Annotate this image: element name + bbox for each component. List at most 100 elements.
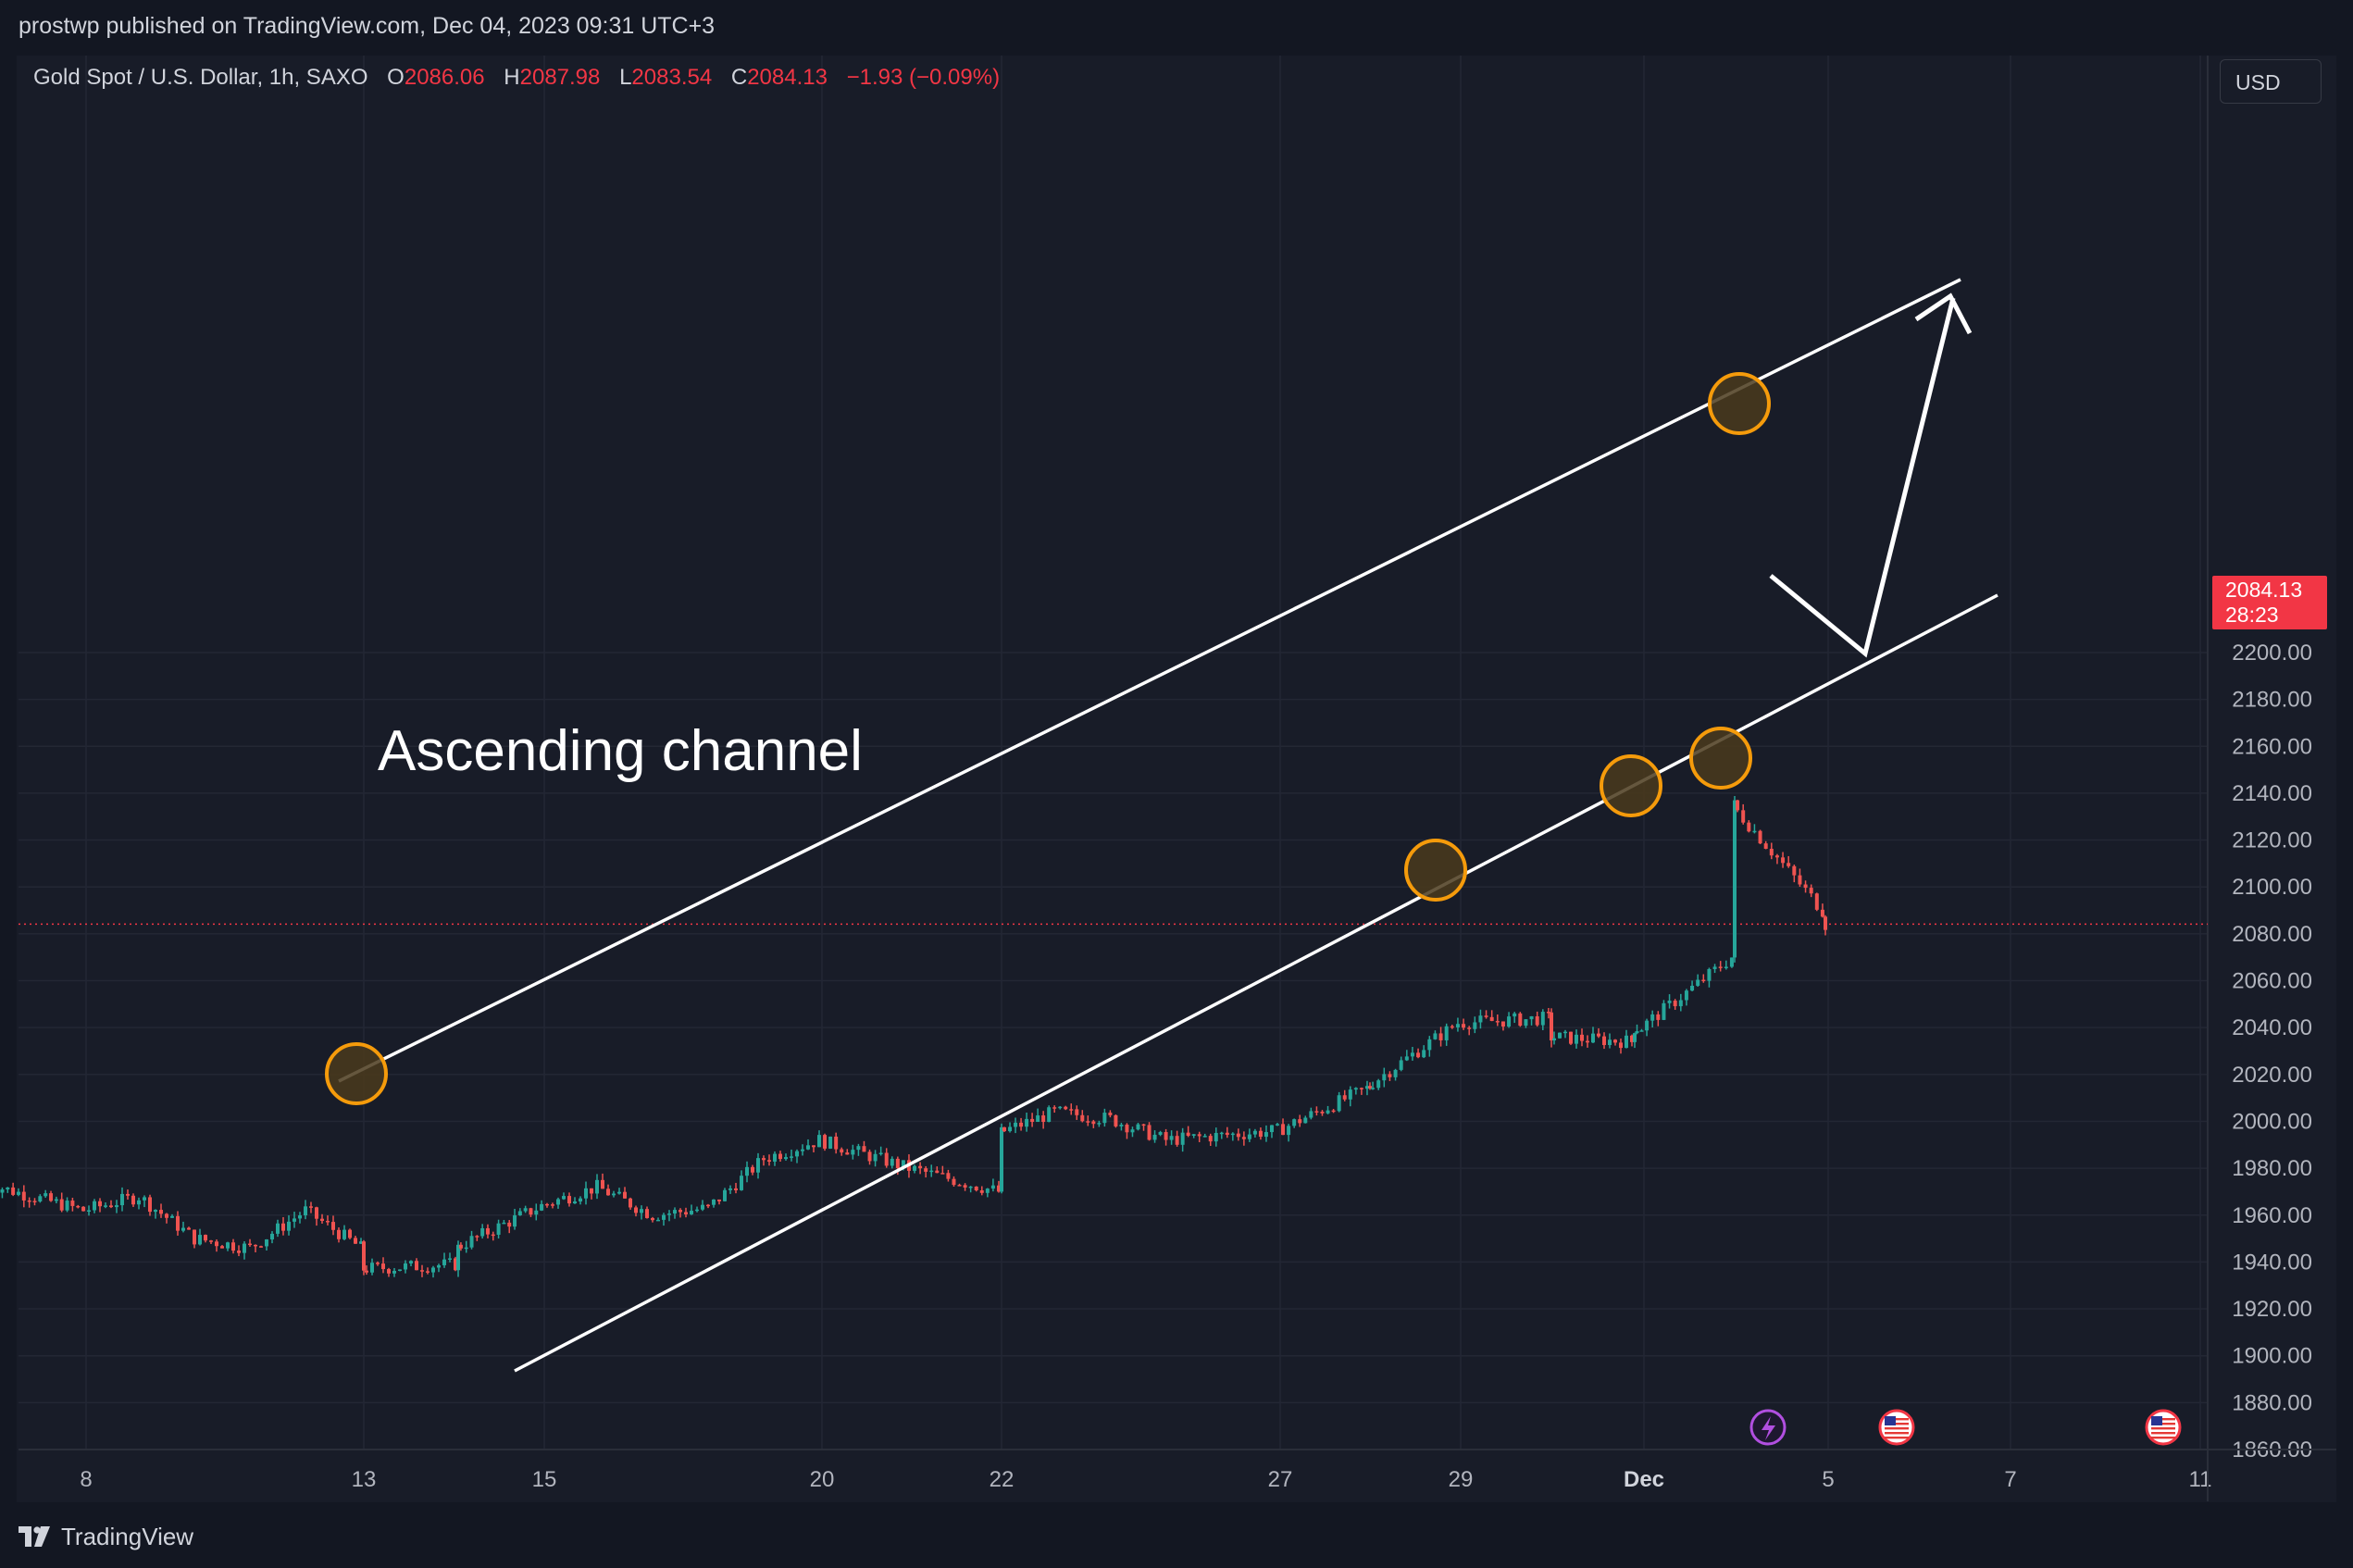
bar-countdown: 28:23	[2225, 603, 2279, 627]
candle-body	[442, 1259, 446, 1265]
candle-body	[1513, 1013, 1517, 1017]
candle-body	[131, 1195, 135, 1205]
candle-body	[485, 1227, 490, 1235]
candle-body	[595, 1179, 599, 1194]
flag-stripe	[1885, 1437, 1909, 1439]
candle-body	[617, 1191, 621, 1194]
candle-body	[65, 1201, 69, 1211]
tradingview-watermark[interactable]: TradingView	[19, 1520, 193, 1553]
candle-body	[348, 1229, 352, 1238]
candle-body	[1147, 1125, 1152, 1140]
candle-body	[1258, 1130, 1263, 1138]
candle-body	[409, 1261, 413, 1263]
candle-body	[469, 1236, 474, 1248]
candle-body	[812, 1145, 815, 1148]
candle-body	[1635, 1031, 1639, 1034]
candle-body	[1359, 1088, 1363, 1089]
low-label: L	[619, 65, 632, 90]
flag-stripe	[2151, 1423, 2175, 1425]
candle-body	[1025, 1118, 1029, 1127]
projection-arrow-head	[1914, 292, 1973, 335]
candle-body	[1371, 1088, 1376, 1089]
candle-body	[365, 1270, 368, 1273]
candle-body	[806, 1145, 810, 1150]
candle-body	[1393, 1069, 1398, 1077]
symbol-legend[interactable]: Gold Spot / U.S. Dollar, 1h, SAXO O2086.…	[33, 65, 1000, 91]
us-flag-icon[interactable]	[1878, 1409, 1915, 1446]
candle-body	[1462, 1024, 1466, 1028]
y-tick-label: 1980.00	[2232, 1156, 2312, 1181]
candle-body	[1546, 1012, 1550, 1014]
candle-body	[404, 1263, 407, 1270]
candle-body	[298, 1215, 302, 1219]
candle-body	[673, 1210, 677, 1214]
candle-body	[1809, 888, 1813, 894]
candle-body	[952, 1178, 956, 1186]
y-tick-label: 2140.00	[2232, 781, 2312, 806]
candle-body	[667, 1213, 671, 1215]
candle-body	[823, 1135, 828, 1149]
candle-body	[1164, 1132, 1168, 1140]
candle-body	[762, 1158, 766, 1161]
candle-body	[1529, 1015, 1534, 1020]
candle-body	[1275, 1124, 1279, 1126]
us-flag-icon[interactable]	[2145, 1409, 2182, 1446]
candle-body	[320, 1218, 324, 1222]
candle-body	[963, 1185, 967, 1188]
candle-body	[426, 1271, 430, 1273]
candle-body	[1613, 1039, 1617, 1043]
candle-body	[551, 1204, 554, 1206]
candle-body	[331, 1222, 335, 1230]
candle-body	[1303, 1117, 1308, 1124]
candle-body	[1824, 916, 1827, 930]
x-tick-label: 8	[80, 1467, 92, 1492]
candle-body	[1586, 1040, 1589, 1043]
candle-body	[767, 1160, 771, 1162]
candle-body	[873, 1153, 878, 1162]
candle-body	[1597, 1033, 1600, 1037]
candle-body	[115, 1205, 118, 1208]
candle-body	[840, 1149, 844, 1153]
candle-body	[387, 1269, 391, 1274]
candle-body	[784, 1157, 788, 1160]
lightning-icon[interactable]	[1749, 1409, 1787, 1446]
candle-body	[259, 1246, 263, 1248]
candle-body	[1535, 1015, 1539, 1026]
candle-body	[1781, 857, 1786, 864]
candle-body	[573, 1201, 577, 1204]
candle-body	[220, 1246, 224, 1249]
touch-point-circle	[1708, 372, 1771, 435]
candle-body	[1214, 1132, 1218, 1142]
candle-body	[87, 1210, 91, 1212]
candle-body	[1427, 1039, 1432, 1051]
tradingview-logo-icon	[19, 1526, 50, 1547]
y-tick-label: 2020.00	[2232, 1063, 2312, 1088]
candle-body	[215, 1241, 218, 1247]
candle-body	[480, 1227, 485, 1237]
candle-body	[940, 1173, 945, 1175]
candle-body	[1524, 1019, 1528, 1027]
candle-body	[1236, 1133, 1240, 1138]
candle-body	[957, 1185, 962, 1187]
candle-body	[1202, 1136, 1207, 1138]
flag-stripe	[1885, 1432, 1909, 1435]
event-markers[interactable]	[1749, 1409, 2182, 1446]
candle-body	[817, 1135, 821, 1148]
candle-body	[1820, 909, 1824, 917]
candle-body	[1348, 1089, 1352, 1100]
candle-body	[1608, 1039, 1612, 1046]
candle-body	[1752, 830, 1757, 833]
candle-body	[745, 1166, 749, 1176]
flag-stripe	[2151, 1432, 2175, 1435]
candle-body	[740, 1176, 743, 1190]
flag-stripe	[2151, 1418, 2175, 1421]
candle-body	[1019, 1122, 1024, 1127]
candle-body	[1169, 1136, 1174, 1140]
candle-body	[154, 1210, 157, 1213]
candle-body	[270, 1233, 274, 1240]
candle-body	[1500, 1021, 1505, 1027]
candle-body	[362, 1241, 366, 1271]
currency-button[interactable]: USD	[2220, 59, 2322, 104]
